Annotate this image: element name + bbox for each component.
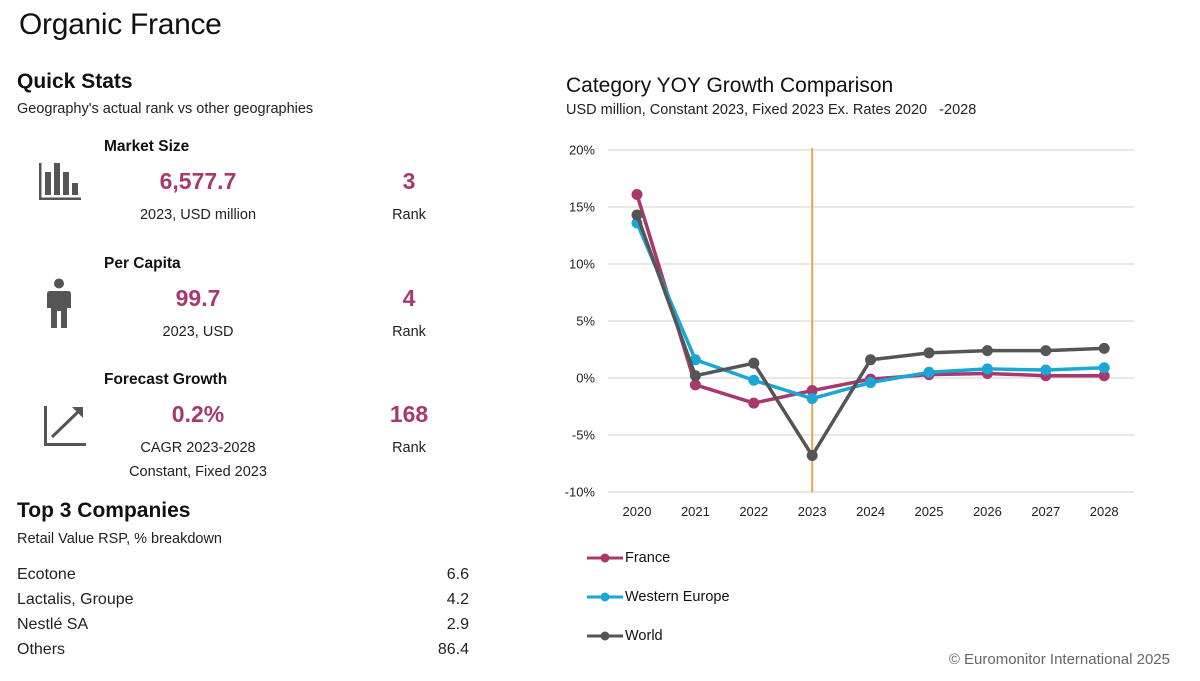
quick-stats-subtitle: Geography's actual rank vs other geograp… bbox=[17, 101, 314, 117]
data-point-world bbox=[923, 347, 935, 359]
person-icon bbox=[45, 278, 73, 335]
x-tick-label: 2028 bbox=[1090, 504, 1119, 519]
data-point-world bbox=[1040, 345, 1052, 357]
data-point-western-europe bbox=[689, 354, 701, 366]
series-western-europe bbox=[631, 217, 1110, 405]
per-capita-value: 99.7 bbox=[175, 285, 221, 311]
forecast-growth-rank-label: Rank bbox=[392, 440, 426, 456]
data-point-world bbox=[806, 450, 818, 462]
market-size-label: Market Size bbox=[104, 138, 190, 155]
data-point-western-europe bbox=[806, 393, 818, 405]
y-tick-label: 20% bbox=[569, 143, 595, 158]
company-name: Ecotone bbox=[17, 566, 76, 583]
legend-swatch-france bbox=[587, 553, 623, 563]
x-tick-label: 2025 bbox=[915, 504, 944, 519]
market-size-rank: 3 bbox=[402, 168, 416, 194]
data-point-world bbox=[689, 370, 701, 382]
company-share: 4.2 bbox=[446, 591, 469, 608]
legend-swatch-world bbox=[587, 631, 623, 641]
data-point-france bbox=[689, 379, 701, 391]
data-point-france bbox=[748, 397, 760, 409]
quick-stats-heading: Quick Stats bbox=[17, 70, 133, 93]
data-point-france bbox=[631, 188, 643, 200]
data-point-world bbox=[631, 209, 643, 221]
data-point-western-europe bbox=[865, 377, 877, 389]
chart-title: Category YOY Growth Comparison bbox=[566, 74, 894, 97]
y-tick-label: -5% bbox=[572, 428, 596, 443]
series-world bbox=[631, 209, 1110, 462]
company-share: 2.9 bbox=[446, 616, 469, 633]
companies-heading: Top 3 Companies bbox=[17, 499, 191, 522]
legend-label: France bbox=[625, 550, 671, 566]
y-tick-label: 10% bbox=[569, 257, 595, 272]
company-share: 86.4 bbox=[437, 641, 469, 658]
data-point-western-europe bbox=[748, 374, 760, 386]
legend-label: World bbox=[625, 628, 663, 644]
forecast-growth-value: 0.2% bbox=[171, 401, 225, 427]
page-title: Organic France bbox=[19, 8, 222, 41]
legend-item-western-europe: Western Europe bbox=[587, 589, 730, 605]
data-point-world bbox=[865, 354, 877, 366]
series-line-world bbox=[635, 214, 1105, 458]
company-row: Nestlé SA 2.9 bbox=[17, 616, 469, 634]
market-size-caption: 2023, USD million bbox=[139, 207, 257, 223]
data-point-western-europe bbox=[1040, 364, 1052, 376]
trend-up-icon bbox=[43, 405, 87, 452]
legend-item-france: France bbox=[587, 550, 670, 566]
per-capita-label: Per Capita bbox=[104, 255, 181, 272]
data-point-france bbox=[1098, 370, 1110, 382]
per-capita-rank-label: Rank bbox=[392, 324, 426, 340]
forecast-growth-label: Forecast Growth bbox=[104, 371, 228, 388]
data-point-world bbox=[1098, 342, 1110, 354]
data-point-world bbox=[748, 357, 760, 369]
company-name: Others bbox=[17, 641, 66, 658]
data-point-western-europe bbox=[981, 363, 993, 375]
forecast-growth-caption-2: Constant, Fixed 2023 bbox=[129, 464, 267, 480]
data-point-western-europe bbox=[1098, 362, 1110, 374]
copyright: © Euromonitor International 2025 bbox=[948, 651, 1170, 668]
per-capita-rank: 4 bbox=[402, 285, 416, 311]
chart-subtitle: USD million, Constant 2023, Fixed 2023 E… bbox=[566, 102, 977, 118]
x-tick-label: 2022 bbox=[739, 504, 768, 519]
data-point-world bbox=[981, 345, 993, 357]
company-row: Ecotone 6.6 bbox=[17, 566, 469, 584]
y-tick-label: 15% bbox=[569, 200, 595, 215]
company-share: 6.6 bbox=[446, 566, 469, 583]
x-tick-label: 2024 bbox=[856, 504, 885, 519]
bar-chart-icon bbox=[38, 160, 82, 207]
x-tick-label: 2027 bbox=[1031, 504, 1060, 519]
x-tick-label: 2020 bbox=[623, 504, 652, 519]
x-tick-label: 2021 bbox=[681, 504, 710, 519]
forecast-growth-rank: 168 bbox=[389, 401, 429, 427]
forecast-growth-caption: CAGR 2023-2028 bbox=[140, 440, 256, 456]
market-size-rank-label: Rank bbox=[392, 207, 426, 223]
legend-swatch-western-europe bbox=[587, 592, 623, 602]
company-name: Lactalis, Groupe bbox=[17, 591, 134, 608]
company-row: Others 86.4 bbox=[17, 641, 469, 659]
companies-subtitle: Retail Value RSP, % breakdown bbox=[17, 531, 222, 547]
legend-item-world: World bbox=[587, 628, 663, 644]
data-point-western-europe bbox=[923, 366, 935, 378]
x-tick-label: 2023 bbox=[798, 504, 827, 519]
market-size-value: 6,577.7 bbox=[159, 168, 237, 194]
company-row: Lactalis, Groupe 4.2 bbox=[17, 591, 469, 609]
y-tick-label: 5% bbox=[576, 314, 595, 329]
legend-label: Western Europe bbox=[625, 589, 730, 605]
x-tick-label: 2026 bbox=[973, 504, 1002, 519]
y-tick-label: 0% bbox=[576, 371, 595, 386]
company-name: Nestlé SA bbox=[17, 616, 89, 633]
data-point-france bbox=[806, 385, 818, 397]
y-tick-label: -10% bbox=[565, 485, 596, 500]
per-capita-caption: 2023, USD bbox=[162, 324, 234, 340]
